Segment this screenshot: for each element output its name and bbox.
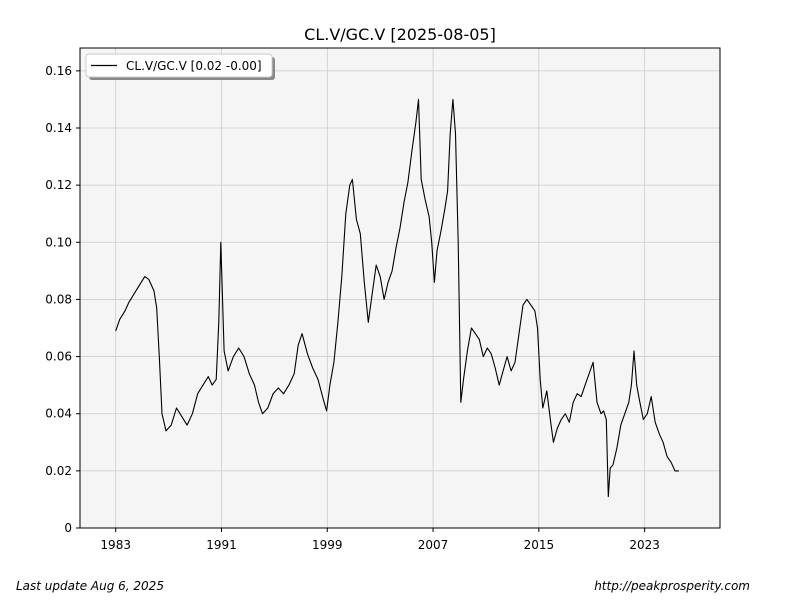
last-update-label: Last update Aug 6, 2025: [16, 579, 164, 593]
legend-box: [85, 53, 273, 78]
plot-area: [80, 48, 720, 528]
y-tick-label: 0.12: [45, 178, 72, 192]
x-tick-label: 2023: [629, 538, 660, 552]
grid: [80, 48, 720, 529]
y-tick-label: 0.08: [45, 292, 72, 306]
y-tick-label: 0.16: [45, 64, 72, 78]
x-tick-label: 1991: [206, 538, 237, 552]
y-tick-label: 0.14: [45, 121, 72, 135]
x-tick-label: 2007: [418, 538, 449, 552]
y-tick-label: 0.02: [45, 464, 72, 478]
y-axis: 0 0.02 0.04 0.06 0.08 0.10 0.12 0.14 0.16: [45, 64, 80, 535]
x-tick-label: 1999: [312, 538, 343, 552]
x-axis: 1983 1991 1999 2007 2015 2023: [100, 528, 660, 552]
legend: CL.V/GC.V [0.02 -0.00]: [85, 53, 275, 80]
y-tick-label: 0.10: [45, 235, 72, 249]
y-tick-label: 0.06: [45, 350, 72, 364]
series-line: [115, 98, 679, 498]
series-layer: [115, 98, 679, 498]
y-tick-label: 0: [64, 521, 72, 535]
source-url-label: http://peakprosperity.com: [594, 579, 750, 593]
y-tick-label: 0.04: [45, 407, 72, 421]
legend-entry-label: CL.V/GC.V [0.02 -0.00]: [126, 59, 262, 73]
chart-title: CL.V/GC.V [2025-08-05]: [304, 25, 496, 44]
x-tick-label: 1983: [100, 538, 131, 552]
plot-frame: [79, 47, 721, 529]
x-tick-label: 2015: [524, 538, 555, 552]
